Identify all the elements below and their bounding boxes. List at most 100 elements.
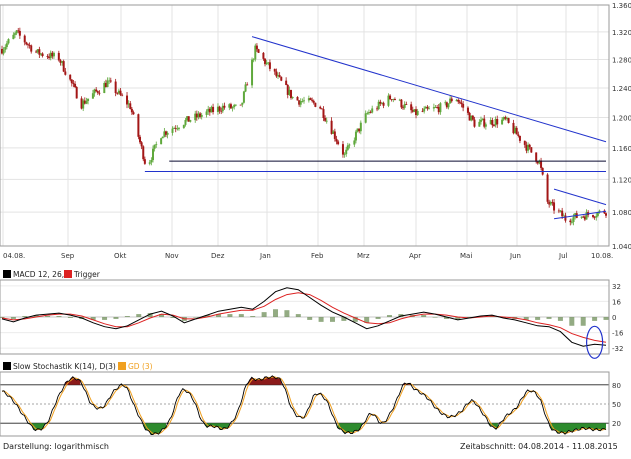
candle-up: [501, 119, 504, 125]
macd-histogram-bar: [329, 317, 335, 322]
candle-down: [518, 135, 521, 141]
main-y-tick-label: 1.120: [612, 176, 631, 184]
candle-down: [400, 99, 403, 108]
candle-down: [468, 112, 471, 121]
candle-down: [536, 161, 539, 164]
candle-up: [186, 116, 189, 120]
candle-down: [142, 146, 145, 160]
candle-down: [129, 103, 132, 109]
macd-highlight-ellipse: [586, 325, 604, 359]
macd-histogram-bar: [375, 317, 381, 319]
candle-up: [117, 90, 120, 94]
macd-histogram-bar: [45, 316, 51, 317]
macd-histogram-bar: [136, 314, 142, 317]
candle-down: [437, 107, 440, 113]
candle-down: [25, 42, 28, 45]
main-y-tick-label: 1.240: [612, 85, 631, 93]
footer-period: Zeitabschnitt: 04.08.2014 - 11.08.2015: [460, 442, 618, 451]
candle-down: [337, 141, 340, 145]
candle-up: [7, 39, 10, 44]
candle-up: [398, 99, 401, 101]
candle-up: [325, 120, 328, 122]
candle-down: [546, 174, 549, 202]
candle-down: [322, 109, 325, 119]
candle-down: [41, 53, 44, 57]
candle-up: [367, 112, 370, 114]
candle-down: [436, 107, 439, 108]
candle-up: [4, 46, 7, 50]
gd-legend-label: GD (3): [128, 362, 153, 371]
candle-up: [176, 128, 179, 130]
candle-down: [199, 113, 202, 117]
candle-up: [514, 127, 517, 134]
candle-down: [369, 112, 372, 114]
macd-histogram-bar: [535, 317, 541, 320]
candle-up: [182, 124, 185, 128]
candle-down: [109, 80, 112, 82]
candle-up: [479, 119, 482, 122]
candle-down: [98, 92, 101, 94]
candle-down: [212, 106, 215, 112]
candle-down: [460, 102, 463, 104]
candle-down: [561, 210, 564, 217]
macd-y-tick-label: 32: [612, 283, 621, 291]
candle-down: [421, 110, 424, 112]
candle-up: [242, 91, 245, 103]
macd-histogram-bar: [523, 317, 529, 320]
candle-down: [457, 99, 460, 102]
macd-y-tick-label: 16: [612, 298, 621, 306]
candle-down: [535, 152, 538, 162]
macd-histogram-bar: [603, 317, 609, 320]
candle-up: [424, 106, 427, 109]
candle-down: [59, 60, 62, 63]
macd-histogram-bar: [318, 317, 324, 322]
overbought-fill: [65, 376, 81, 385]
candle-down: [139, 136, 142, 143]
x-tick-label: Jul: [558, 252, 568, 260]
candle-up: [559, 210, 562, 212]
candle-down: [70, 79, 73, 84]
candle-down: [592, 215, 595, 217]
main-y-tick-label: 1.360: [612, 2, 631, 10]
candle-up: [585, 212, 588, 220]
candle-up: [505, 118, 508, 119]
candle-down: [268, 62, 271, 69]
candle-down: [278, 75, 281, 77]
macd-histogram-bar: [352, 317, 358, 322]
candle-down: [411, 110, 414, 112]
macd-histogram-bar: [443, 317, 449, 319]
candle-down: [137, 114, 140, 137]
candle-down: [126, 95, 129, 105]
candle-down: [548, 201, 551, 205]
candle-up: [432, 107, 435, 109]
main-price-panel: 1.040 1.080 1.120 1.160 1.200 1.240 1.280 1.320…: [0, 2, 631, 260]
candle-down: [333, 131, 336, 139]
x-tick-label: Mrz: [357, 252, 370, 260]
candle-down: [83, 100, 86, 104]
candle-down: [121, 94, 124, 96]
trigger-legend-swatch: [64, 270, 72, 278]
candle-down: [218, 106, 221, 111]
candle-down: [473, 119, 476, 127]
candle-up: [392, 99, 395, 100]
candle-down: [164, 131, 167, 135]
candle-down: [517, 134, 520, 136]
candle-down: [523, 140, 526, 145]
candle-up: [85, 101, 88, 104]
candle-down: [18, 30, 21, 36]
candle-up: [173, 128, 176, 129]
candle-down: [458, 101, 461, 103]
candle-down: [298, 100, 301, 105]
candle-up: [345, 149, 348, 155]
candle-up: [387, 95, 390, 106]
main-frame: [0, 4, 610, 247]
candle-down: [483, 118, 486, 127]
candle-up: [299, 101, 302, 105]
candle-down: [507, 118, 510, 123]
oversold-fill: [550, 423, 606, 435]
candle-up: [416, 110, 419, 116]
candle-up: [103, 82, 106, 94]
k-line: [1, 375, 607, 436]
candle-down: [104, 82, 107, 88]
candle-down: [312, 100, 315, 103]
